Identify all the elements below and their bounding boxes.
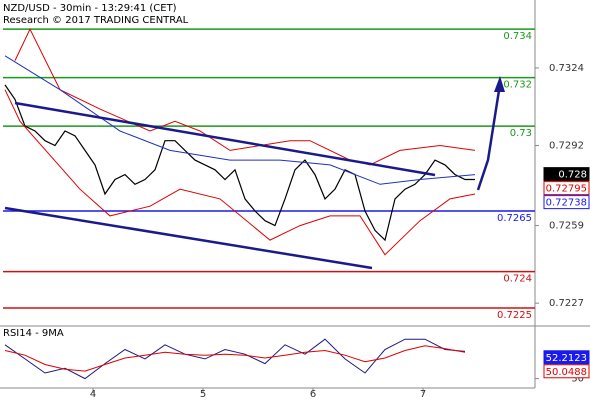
price-label: 0.72795: [546, 184, 587, 195]
x-tick-label: 6: [310, 389, 316, 400]
y-tick-label: 0.7259: [549, 221, 584, 232]
series-line: [4, 89, 476, 256]
panel-title: RSI14 - 9MA: [3, 328, 64, 339]
level-label: 0.724: [503, 274, 532, 285]
level-label: 0.732: [503, 80, 532, 91]
price-label-box: [543, 181, 590, 196]
y-tick-label: 0.7227: [549, 298, 584, 309]
price-label: 52.2123: [546, 353, 587, 364]
price-label: 0.72738: [546, 198, 587, 209]
price-label-box: [543, 195, 590, 210]
price-label-box: [543, 350, 590, 365]
level-label: 0.7265: [497, 213, 532, 224]
series-line: [14, 27, 476, 166]
level-label: 0.73: [510, 128, 532, 139]
trend-line: [14, 101, 436, 177]
price-label-box: [543, 167, 590, 182]
chart-title: NZD/USD - 30min - 13:29:41 (CET): [3, 3, 177, 14]
series-line: [4, 345, 466, 372]
x-tick-label: 5: [200, 389, 206, 400]
arrow-head: [494, 76, 505, 92]
y-tick-label: 30: [571, 374, 584, 385]
trend-lines: [4, 76, 505, 270]
price-label-box: [543, 364, 590, 379]
trend-line: [4, 206, 373, 270]
x-tick-label: 4: [90, 389, 96, 400]
series-line: [4, 55, 476, 185]
level-label: 0.7225: [497, 310, 532, 321]
level-label: 0.734: [503, 31, 532, 42]
x-tick-label: 7: [420, 389, 426, 400]
forecast-arrow: [476, 83, 502, 191]
y-tick-label: 0.7292: [549, 141, 584, 152]
series-line: [4, 338, 466, 380]
price-label: 0.728: [558, 170, 587, 181]
price-label: 50.0488: [546, 367, 587, 378]
chart-subtitle: Research © 2017 TRADING CENTRAL: [3, 15, 189, 26]
series-line: [4, 84, 475, 242]
y-tick-label: 0.7324: [549, 63, 584, 74]
